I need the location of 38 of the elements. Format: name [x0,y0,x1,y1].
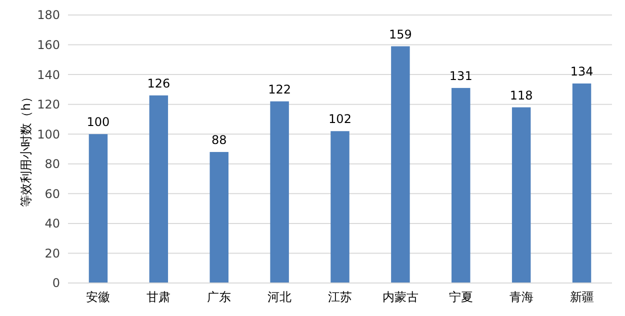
data-label: 88 [211,132,227,147]
x-tick-label: 安徽 [86,290,110,304]
x-tick-label: 甘肃 [146,290,171,304]
y-tick-label: 140 [37,68,60,82]
y-tick-label: 0 [52,276,60,290]
data-label: 100 [86,115,110,130]
data-label: 131 [449,68,472,83]
y-tick-label: 20 [44,246,60,260]
y-tick-label: 160 [37,38,60,52]
y-tick-label: 60 [44,186,60,201]
bar [270,101,289,283]
x-tick-label: 宁夏 [448,290,473,304]
bar [452,88,470,283]
x-tick-label: 广东 [207,290,232,304]
x-tick-label: 河北 [268,290,292,304]
data-label: 159 [388,27,412,42]
bar [512,107,531,283]
y-tick-label: 40 [44,216,60,231]
bar [391,46,410,283]
y-tick-label: 120 [37,98,60,112]
bar [210,152,228,283]
x-tick-label: 青海 [509,290,534,304]
data-label: 122 [268,82,292,96]
bar [149,95,168,283]
y-axis-title: 等效利用小时数（h） [19,91,33,207]
data-label: 102 [328,112,352,126]
y-tick-label: 180 [37,8,60,22]
bar [330,131,350,283]
x-tick-label: 江苏 [328,290,352,304]
data-label: 126 [147,76,170,90]
data-label: 134 [570,64,594,78]
y-tick-label: 100 [37,127,60,142]
y-tick-label: 80 [44,157,60,172]
data-label: 118 [510,88,533,102]
x-tick-label: 内蒙古 [382,290,418,304]
bar [88,134,108,283]
x-tick-label: 新疆 [570,290,594,304]
bar [572,83,592,283]
